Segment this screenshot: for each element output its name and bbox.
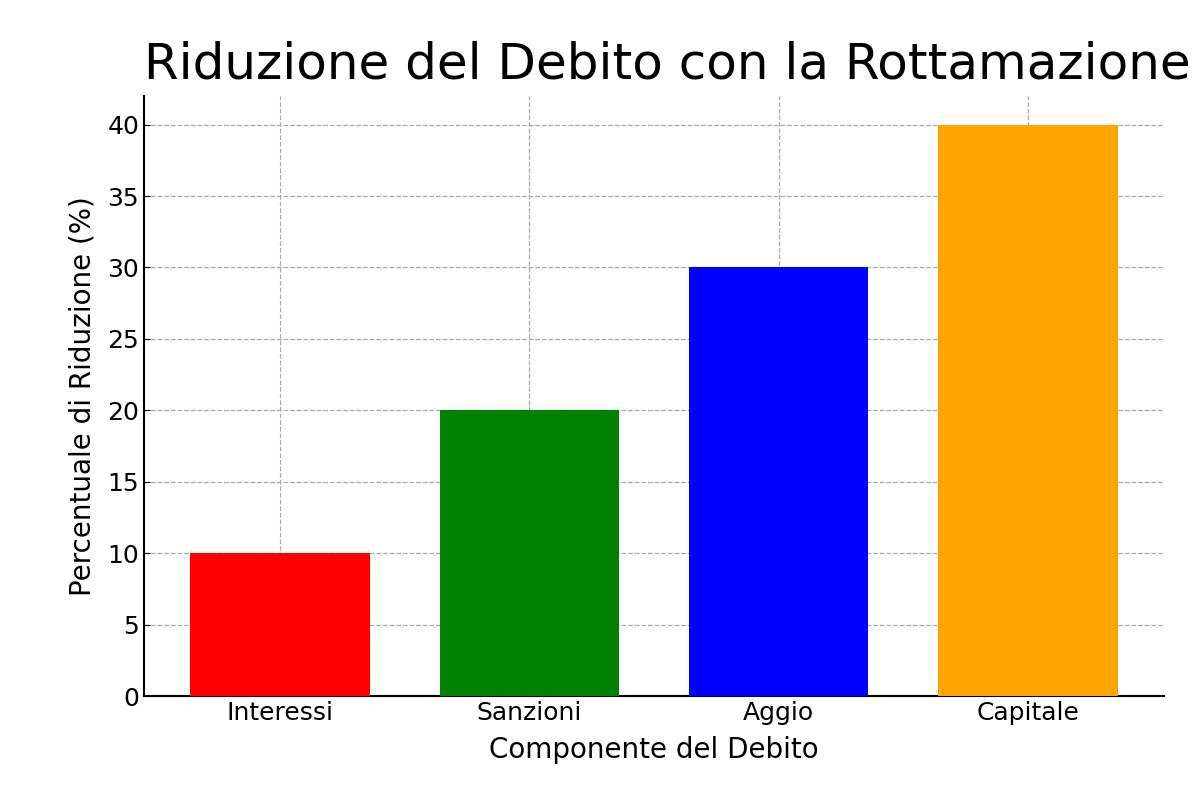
Bar (191, 553, 370, 696)
Y-axis label: Percentuale di Riduzione (%): Percentuale di Riduzione (%) (68, 196, 96, 596)
Text: Riduzione del Debito con la Rottamazione Quinques 2025: Riduzione del Debito con la Rottamazione… (144, 42, 1200, 90)
Bar (938, 125, 1117, 696)
Bar (439, 410, 619, 696)
Bar (689, 267, 869, 696)
X-axis label: Componente del Debito: Componente del Debito (490, 736, 818, 764)
